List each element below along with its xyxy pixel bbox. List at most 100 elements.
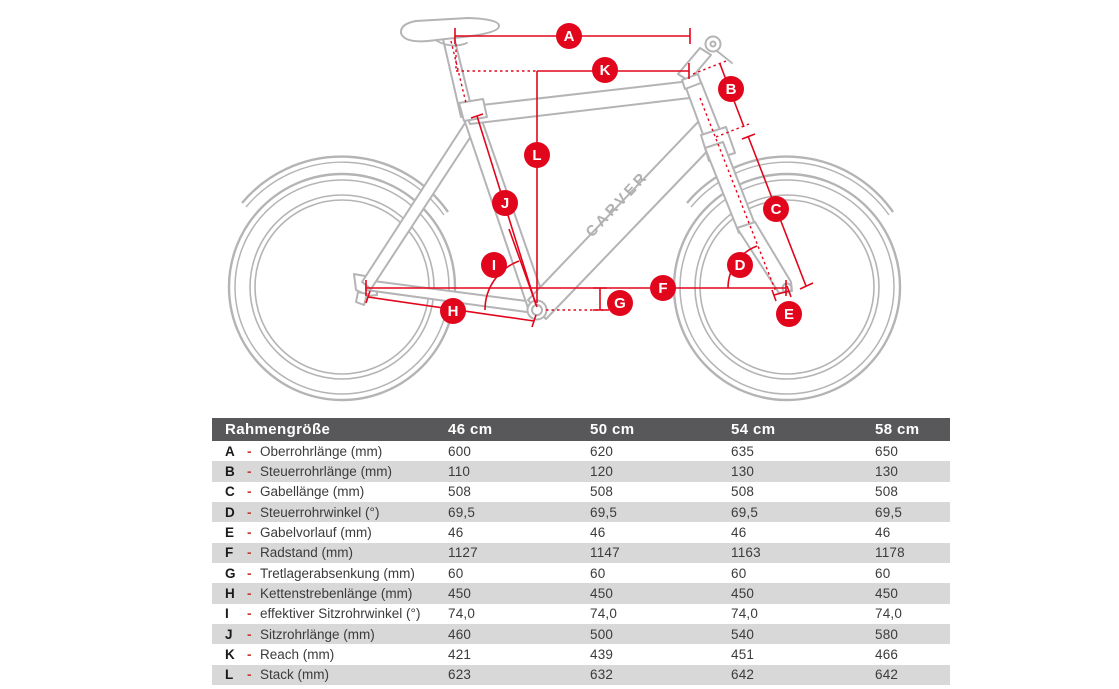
table-row-l: L - Stack (mm) 623 632 642 642 [212,664,950,685]
table-row-j: J - Sitzrohrlänge (mm) 460 500 540 580 [212,623,950,645]
marker-l: L [524,142,550,168]
table-header: Rahmengröße 46 cm 50 cm 54 cm 58 cm [212,418,950,441]
header-size-54: 54 cm [731,421,776,438]
table-cell: 508 [590,484,614,500]
marker-h: H [440,298,466,324]
marker-k: K [592,57,618,83]
table-cell: 1178 [875,545,905,561]
row-name: Gabellänge (mm) [260,484,365,500]
svg-text:F: F [658,280,667,297]
table-cell: 500 [590,626,614,642]
row-dash: - [247,504,252,520]
dimension-lines [365,28,814,328]
header-size-50: 50 cm [590,421,635,438]
table-row-k: K - Reach (mm) 421 439 451 466 [212,644,950,664]
row-name: Tretlagerabsenkung (mm) [260,565,415,581]
row-dash: - [247,626,252,642]
table-cell: 600 [448,443,472,459]
marker-a: A [556,23,582,49]
row-letter: G [225,565,236,581]
svg-text:D: D [735,257,746,274]
table-row-b: B - Steuerrohrlänge (mm) 110 120 130 130 [212,461,950,482]
table-cell: 69,5 [731,504,759,520]
table-cell: 60 [875,565,891,581]
table-cell: 46 [590,524,606,540]
table-cell: 60 [731,565,747,581]
row-dash: - [247,545,252,561]
saddle-rail [436,40,468,47]
table-cell: 642 [731,667,755,683]
table-cell: 69,5 [590,504,618,520]
marker-i: I [481,252,507,278]
table-cell: 466 [875,646,899,662]
table-cell: 1127 [448,545,478,561]
header-size-46: 46 cm [448,421,493,438]
svg-text:H: H [448,303,459,320]
rear-wheel [227,172,457,402]
table-cell: 623 [448,667,472,683]
table-cell: 130 [731,463,755,479]
row-letter: K [225,646,235,662]
marker-g: G [607,290,633,316]
row-name: Reach (mm) [260,646,335,662]
table-cell: 450 [590,585,614,601]
table-cell: 421 [448,646,472,662]
table-cell: 635 [731,443,755,459]
table-cell: 650 [875,443,899,459]
table-cell: 642 [875,667,899,683]
marker-f: F [650,275,676,301]
bike-geometry-diagram: CARVER [227,17,902,402]
row-name: Steuerrohrwinkel (°) [260,504,380,520]
svg-text:E: E [784,306,794,323]
table-cell: 69,5 [448,504,476,520]
table-row-c: C - Gabellänge (mm) 508 508 508 508 [212,482,950,502]
marker-d: D [727,252,753,278]
table-cell: 450 [731,585,755,601]
table-cell: 130 [875,463,899,479]
brake-lever [716,50,733,64]
row-dash: - [247,443,252,459]
table-row-f: F - Radstand (mm) 1127 1147 1163 1178 [212,542,950,563]
row-letter: C [225,484,235,500]
row-dash: - [247,524,252,540]
svg-text:B: B [726,81,737,98]
table-cell: 580 [875,626,899,642]
row-dash: - [247,565,252,581]
row-letter: I [225,606,229,622]
marker-b: B [718,76,744,102]
row-dash: - [247,484,252,500]
row-letter: E [225,524,235,540]
table-cell: 74,0 [448,606,476,622]
headset-spacers [681,73,702,90]
saddle [399,17,500,43]
header-size-58: 58 cm [875,421,920,438]
table-row-a: A - Oberrohrlänge (mm) 600 620 635 650 [212,441,950,461]
row-letter: H [225,585,235,601]
table-cell: 508 [875,484,899,500]
svg-text:J: J [501,195,509,212]
table-cell: 632 [590,667,614,683]
table-cell: 46 [448,524,464,540]
table-cell: 60 [448,565,464,581]
row-name: Gabelvorlauf (mm) [260,524,372,540]
row-letter: L [225,667,234,683]
row-name: effektiver Sitzrohrwinkel (°) [260,606,421,622]
top-tube [463,80,699,125]
table-cell: 451 [731,646,755,662]
table-cell: 110 [448,463,471,479]
table-cell: 450 [448,585,472,601]
svg-text:C: C [771,201,782,218]
svg-text:L: L [532,147,541,164]
marker-j: J [492,190,518,216]
row-dash: - [247,606,252,622]
header-frame-size: Rahmengröße [225,421,331,438]
table-row-g: G - Tretlagerabsenkung (mm) 60 60 60 60 [212,563,950,583]
row-name: Stack (mm) [260,667,329,683]
row-dash: - [247,667,252,683]
table-cell: 46 [731,524,747,540]
table-row-e: E - Gabelvorlauf (mm) 46 46 46 46 [212,522,950,542]
geometry-table: Rahmengröße 46 cm 50 cm 54 cm 58 cm A - Ob… [212,418,950,685]
table-cell: 460 [448,626,472,642]
svg-text:K: K [600,62,611,79]
